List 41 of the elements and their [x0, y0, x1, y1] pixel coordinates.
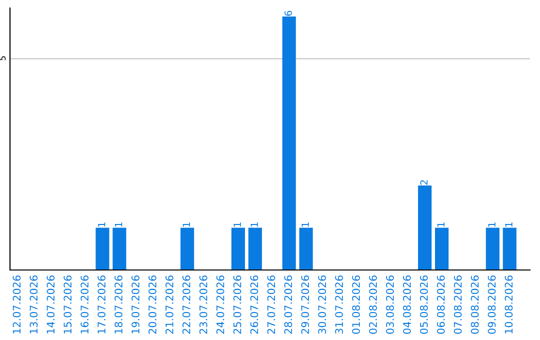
- x-tick-label: 10.08.2026: [504, 276, 513, 334]
- data-label: 1: [182, 222, 190, 227]
- data-label: 1: [302, 222, 309, 227]
- data-label: 1: [115, 222, 122, 227]
- x-tick-label: 26.07.2026: [250, 276, 258, 334]
- x-tick-label: 09.08.2026: [488, 276, 496, 334]
- x-tick-label: 18.07.2026: [114, 276, 122, 334]
- x-tick-label: 15.07.2026: [64, 276, 72, 334]
- x-tick-label: 03.08.2026: [386, 276, 394, 334]
- data-label: 1: [250, 222, 258, 227]
- data-label: 1: [234, 222, 241, 227]
- x-tick-label: 05.08.2026: [420, 276, 428, 334]
- data-label: 1: [437, 222, 444, 227]
- x-tick-label: 13.07.2026: [30, 276, 38, 334]
- data-label: 1: [505, 222, 512, 227]
- x-tick-label: 21.07.2026: [165, 276, 174, 334]
- x-tick-label: 20.07.2026: [148, 276, 156, 334]
- x-tick-label: 24.07.2026: [216, 276, 224, 334]
- data-label: 6: [284, 10, 292, 16]
- x-tick-label: 17.07.2026: [98, 276, 106, 334]
- x-tick-label: 06.08.2026: [436, 276, 445, 334]
- x-tick-label: 07.08.2026: [454, 276, 462, 334]
- x-tick-label: 12.07.2026: [12, 276, 21, 334]
- x-tick-label: 31.07.2026: [335, 276, 344, 334]
- data-label: 1: [488, 222, 496, 227]
- x-tick-label: 14.07.2026: [46, 276, 55, 334]
- x-tick-label: 02.08.2026: [369, 276, 377, 334]
- x-tick-label: 01.08.2026: [352, 276, 360, 334]
- data-label: 1: [98, 222, 106, 227]
- x-tick-label: 16.07.2026: [80, 276, 89, 334]
- x-tick-label: 28.07.2026: [284, 276, 292, 334]
- x-tick-label: 23.07.2026: [199, 276, 208, 334]
- data-label: 2: [420, 180, 428, 185]
- x-tick-label: 25.07.2026: [233, 276, 242, 334]
- x-tick-label: 29.07.2026: [301, 276, 310, 334]
- x-tick-label: 22.07.2026: [182, 276, 190, 334]
- x-tick-label: 08.08.2026: [470, 276, 479, 334]
- x-tick-label: 19.07.2026: [132, 276, 140, 334]
- x-tick-label: 04.08.2026: [402, 276, 411, 334]
- x-tick-label: 27.07.2026: [267, 276, 276, 334]
- x-tick-label: 30.07.2026: [318, 276, 326, 334]
